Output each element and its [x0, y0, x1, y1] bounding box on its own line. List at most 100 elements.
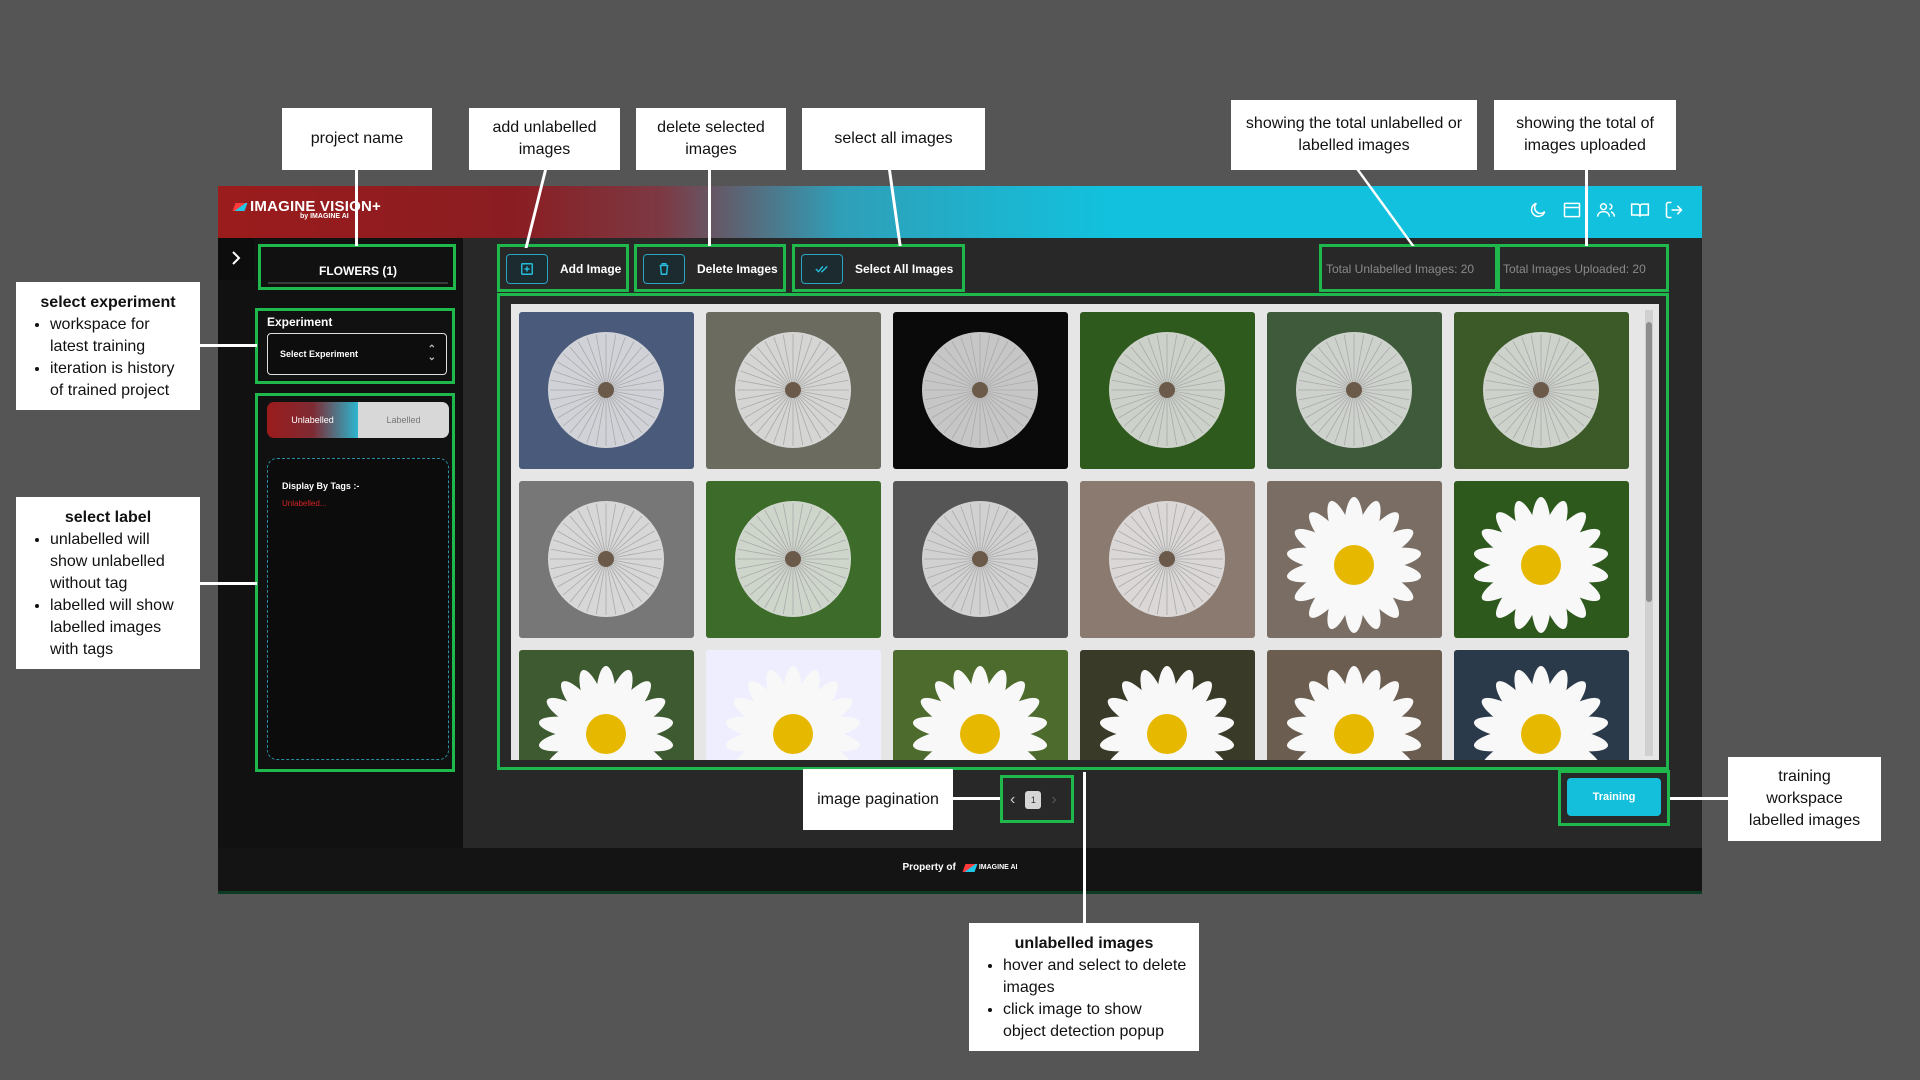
page-number[interactable]: 1 [1025, 791, 1042, 809]
callout-select-label-title: select label [64, 509, 152, 526]
callout-project-name: project name [282, 108, 432, 170]
delete-images-button[interactable]: Delete Images [643, 252, 778, 286]
callout-bullet: workspace for latest training [50, 314, 188, 358]
connector-line [708, 170, 711, 246]
callout-bullet: click image to show object detection pop… [1003, 999, 1187, 1043]
experiment-select-value: Select Experiment [280, 349, 359, 359]
tag-item-unlabelled[interactable]: Unlabelled... [282, 499, 327, 508]
image-thumbnail[interactable] [1267, 650, 1442, 760]
logout-icon[interactable] [1664, 200, 1684, 220]
dandelion-image [1080, 481, 1255, 638]
grid-scrollbar[interactable] [1645, 310, 1653, 756]
callout-training: training workspace labelled images [1728, 757, 1881, 841]
toggle-unlabelled[interactable]: Unlabelled [267, 402, 358, 438]
logo-text: IMAGINE VISION+ [250, 198, 381, 215]
callout-bullet: iteration is history of trained project [50, 358, 188, 402]
daisy-image [893, 650, 1068, 760]
add-image-button[interactable]: Add Image [506, 252, 621, 286]
total-uploaded-stat: Total Images Uploaded: 20 [1503, 262, 1646, 276]
select-all-label: Select All Images [855, 262, 954, 276]
dandelion-image [893, 481, 1068, 638]
callout-delete-selected: delete selected images [636, 108, 786, 170]
daisy-image [1454, 481, 1629, 638]
experiment-select[interactable]: Select Experiment ⌃ ⌄ [267, 333, 447, 375]
trash-icon [643, 254, 685, 284]
callout-bullet: unlabelled will show unlabelled without … [50, 529, 188, 595]
image-thumbnail[interactable] [893, 650, 1068, 760]
callout-select-experiment-title: select experiment [40, 294, 176, 311]
toggle-labelled[interactable]: Labelled [358, 402, 449, 438]
app-logo: IMAGINE VISION+ by IMAGINE AI [232, 198, 381, 220]
callout-total-uploaded: showing the total of images uploaded [1494, 100, 1676, 170]
image-thumbnail[interactable] [893, 312, 1068, 469]
sidebar-toggle[interactable] [218, 238, 254, 280]
label-toggle: Unlabelled Labelled [267, 402, 449, 438]
image-thumbnail[interactable] [706, 650, 881, 760]
project-name: FLOWERS (1) [268, 264, 448, 284]
total-unlabelled-stat: Total Unlabelled Images: 20 [1326, 262, 1475, 276]
dandelion-image [893, 312, 1068, 469]
footer-logo-mark-icon [962, 863, 978, 872]
image-thumbnail[interactable] [1267, 312, 1442, 469]
image-thumbnail[interactable] [1267, 481, 1442, 638]
image-thumbnail[interactable] [1454, 312, 1629, 469]
top-icons [1528, 200, 1684, 220]
daisy-image [519, 650, 694, 760]
top-bar: IMAGINE VISION+ by IMAGINE AI [218, 186, 1702, 238]
callout-unlabelled-images-title: unlabelled images [1014, 935, 1154, 952]
callout-bullet: labelled will show labelled images with … [50, 595, 188, 661]
daisy-image [1454, 650, 1629, 760]
window-icon[interactable] [1562, 200, 1582, 220]
image-thumbnail[interactable] [1080, 481, 1255, 638]
chevron-right-icon [232, 251, 241, 265]
pagination: ‹ 1 › [1010, 785, 1057, 815]
dandelion-image [706, 312, 881, 469]
callout-add-unlabelled: add unlabelled images [469, 108, 620, 170]
image-thumbnail[interactable] [519, 312, 694, 469]
image-grid [519, 312, 1629, 760]
prev-page-icon[interactable]: ‹ [1010, 791, 1016, 808]
image-thumbnail[interactable] [1454, 481, 1629, 638]
footer-logo: IMAGINE AI [962, 863, 1018, 872]
scroll-thumb[interactable] [1646, 322, 1652, 602]
image-thumbnail[interactable] [706, 312, 881, 469]
footer: Property of IMAGINE AI [218, 848, 1702, 894]
image-thumbnail[interactable] [1454, 650, 1629, 760]
select-all-button[interactable]: Select All Images [801, 252, 953, 286]
experiment-label: Experiment [267, 315, 333, 329]
connector-line [1670, 797, 1728, 800]
image-thumbnail[interactable] [893, 481, 1068, 638]
users-icon[interactable] [1596, 200, 1616, 220]
callout-select-label: select label unlabelled will show unlabe… [16, 497, 200, 669]
image-thumbnail[interactable] [1080, 312, 1255, 469]
image-thumbnail[interactable] [1080, 650, 1255, 760]
callout-select-all: select all images [802, 108, 985, 170]
dandelion-image [519, 481, 694, 638]
tags-title: Display By Tags :- [282, 481, 360, 491]
connector-line [200, 582, 257, 585]
callout-select-experiment: select experiment workspace for latest t… [16, 282, 200, 410]
callout-total-unlabelled: showing the total unlabelled or labelled… [1231, 100, 1477, 170]
footer-logo-text: IMAGINE AI [978, 864, 1018, 871]
next-page-icon[interactable]: › [1051, 791, 1057, 808]
dandelion-image [519, 312, 694, 469]
logo-mark-icon [232, 202, 248, 211]
daisy-image [1267, 481, 1442, 638]
image-thumbnail[interactable] [706, 481, 881, 638]
connector-line [952, 797, 1000, 800]
daisy-image [1080, 650, 1255, 760]
delete-images-label: Delete Images [697, 262, 778, 276]
dandelion-image [706, 481, 881, 638]
daisy-image [1267, 650, 1442, 760]
chevron-updown-icon: ⌃ ⌄ [427, 344, 436, 363]
connector-line [1083, 772, 1086, 924]
image-thumbnail[interactable] [519, 650, 694, 760]
moon-icon[interactable] [1528, 200, 1548, 220]
callout-unlabelled-images: unlabelled images hover and select to de… [969, 923, 1199, 1051]
book-icon[interactable] [1630, 200, 1650, 220]
image-thumbnail[interactable] [519, 481, 694, 638]
dandelion-image [1080, 312, 1255, 469]
dandelion-image [1267, 312, 1442, 469]
training-button[interactable]: Training [1567, 778, 1661, 816]
add-image-label: Add Image [560, 262, 622, 276]
